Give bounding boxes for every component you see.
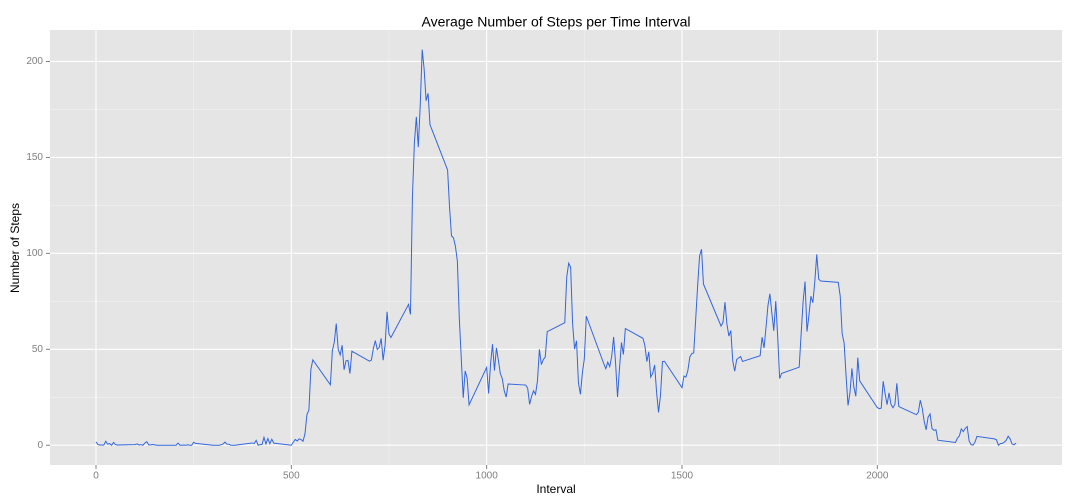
chart-title: Average Number of Steps per Time Interva…: [422, 14, 691, 30]
x-tick-label: 0: [93, 471, 99, 482]
data-line: [95, 49, 1017, 447]
x-tick-label: 500: [283, 471, 300, 482]
x-tick-label: 1500: [671, 471, 694, 482]
y-tick-label: 50: [32, 344, 44, 355]
x-tick-label: 2000: [866, 471, 889, 482]
y-tick-label: 100: [26, 248, 43, 259]
grid: [50, 30, 1062, 465]
x-tick-label: 1000: [476, 471, 499, 482]
x-axis-label: Interval: [536, 482, 575, 496]
y-axis-label: Number of Steps: [8, 203, 22, 293]
marks: [95, 49, 1017, 447]
y-tick-label: 200: [26, 56, 43, 67]
plot-panel: [50, 30, 1062, 465]
y-tick-label: 0: [37, 440, 43, 451]
y-tick-label: 150: [26, 152, 43, 163]
